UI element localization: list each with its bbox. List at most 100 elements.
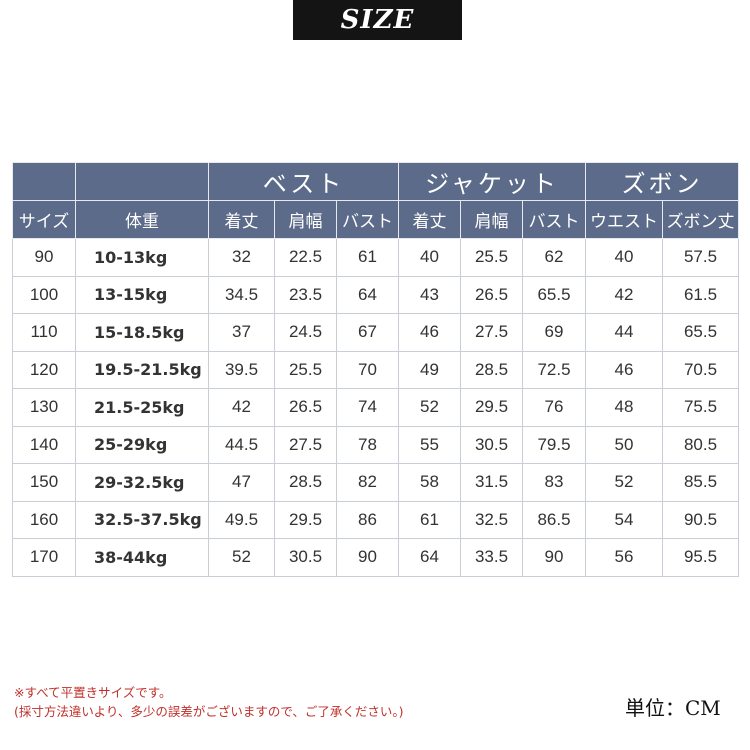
- table-cell: 24.5: [274, 313, 337, 352]
- table-cell: 27.5: [460, 313, 523, 352]
- table-cell: 29-32.5kg: [75, 463, 209, 502]
- table-cell: 28.5: [274, 463, 337, 502]
- table-cell: 160: [12, 500, 76, 539]
- table-cell: 110: [12, 313, 76, 352]
- table-cell: 44: [585, 313, 663, 352]
- table-cell: 27.5: [274, 425, 337, 464]
- table-cell: 39.5: [208, 350, 275, 389]
- column-header: サイズ: [12, 200, 76, 239]
- group-header-pants: ズボン: [585, 162, 739, 201]
- table-cell: 44.5: [208, 425, 275, 464]
- table-row: 90 10-13kg 32 22.5 61 40 25.5 62 40 57.5: [12, 238, 739, 277]
- table-cell: 34.5: [208, 275, 275, 314]
- table-cell: 47: [208, 463, 275, 502]
- table-cell: 90.5: [662, 500, 739, 539]
- table-cell: 61: [336, 238, 399, 277]
- footnote: ※すべて平置きサイズです。 (採寸方法違いより、多少の誤差がございますので、ご了…: [14, 683, 404, 721]
- table-cell: 40: [398, 238, 461, 277]
- table-cell: 83: [522, 463, 586, 502]
- column-header: 着丈: [398, 200, 461, 239]
- footnote-line: (採寸方法違いより、多少の誤差がございますので、ご了承ください。): [14, 704, 404, 719]
- table-cell: 90: [336, 538, 399, 577]
- table-cell: 150: [12, 463, 76, 502]
- table-cell: 25.5: [460, 238, 523, 277]
- table-cell: 10-13kg: [75, 238, 209, 277]
- table-cell: 33.5: [460, 538, 523, 577]
- table-cell: 64: [336, 275, 399, 314]
- table-cell: 46: [398, 313, 461, 352]
- table-cell: 52: [585, 463, 663, 502]
- column-header: 肩幅: [274, 200, 337, 239]
- group-header: [75, 162, 209, 201]
- table-cell: 21.5-25kg: [75, 388, 209, 427]
- table-cell: 70: [336, 350, 399, 389]
- table-row: 170 38-44kg 52 30.5 90 64 33.5 90 56 95.5: [12, 538, 739, 577]
- table-cell: 30.5: [460, 425, 523, 464]
- table-cell: 26.5: [460, 275, 523, 314]
- table-row: 150 29-32.5kg 47 28.5 82 58 31.5 83 52 85.5: [12, 463, 739, 502]
- group-header-row: ベスト ジャケット ズボン: [12, 162, 739, 201]
- table-cell: 90: [12, 238, 76, 277]
- table-cell: 85.5: [662, 463, 739, 502]
- column-header-row: サイズ 体重 着丈 肩幅 バスト 着丈 肩幅 バスト ウエスト ズボン丈: [12, 200, 739, 239]
- table-cell: 13-15kg: [75, 275, 209, 314]
- table-cell: 65.5: [522, 275, 586, 314]
- table-cell: 26.5: [274, 388, 337, 427]
- table-cell: 56: [585, 538, 663, 577]
- table-cell: 42: [585, 275, 663, 314]
- table-cell: 86: [336, 500, 399, 539]
- table-cell: 61: [398, 500, 461, 539]
- table-cell: 22.5: [274, 238, 337, 277]
- table-cell: 76: [522, 388, 586, 427]
- table-cell: 50: [585, 425, 663, 464]
- group-header-jacket: ジャケット: [398, 162, 586, 201]
- table-cell: 25.5: [274, 350, 337, 389]
- table-cell: 64: [398, 538, 461, 577]
- table-cell: 52: [398, 388, 461, 427]
- table-cell: 140: [12, 425, 76, 464]
- table-cell: 72.5: [522, 350, 586, 389]
- table-cell: 82: [336, 463, 399, 502]
- table-cell: 54: [585, 500, 663, 539]
- table-cell: 32.5: [460, 500, 523, 539]
- table-cell: 38-44kg: [75, 538, 209, 577]
- column-header: 着丈: [208, 200, 275, 239]
- table-cell: 86.5: [522, 500, 586, 539]
- size-banner: SIZE: [293, 0, 462, 40]
- table-cell: 61.5: [662, 275, 739, 314]
- table-cell: 46: [585, 350, 663, 389]
- table-cell: 80.5: [662, 425, 739, 464]
- table-cell: 130: [12, 388, 76, 427]
- table-cell: 29.5: [274, 500, 337, 539]
- table-cell: 79.5: [522, 425, 586, 464]
- table-cell: 95.5: [662, 538, 739, 577]
- table-cell: 120: [12, 350, 76, 389]
- table-cell: 49.5: [208, 500, 275, 539]
- table-cell: 49: [398, 350, 461, 389]
- group-header: [12, 162, 76, 201]
- table-cell: 30.5: [274, 538, 337, 577]
- unit-label: 単位：CM: [625, 696, 721, 720]
- table-cell: 170: [12, 538, 76, 577]
- table-row: 160 32.5-37.5kg 49.5 29.5 86 61 32.5 86.5 54 90.5: [12, 500, 739, 539]
- column-header: 体重: [75, 200, 209, 239]
- table-cell: 58: [398, 463, 461, 502]
- table-cell: 15-18.5kg: [75, 313, 209, 352]
- table-cell: 43: [398, 275, 461, 314]
- table-cell: 69: [522, 313, 586, 352]
- table-cell: 90: [522, 538, 586, 577]
- table-row: 100 13-15kg 34.5 23.5 64 43 26.5 65.5 42 61.5: [12, 275, 739, 314]
- table-cell: 75.5: [662, 388, 739, 427]
- table-cell: 25-29kg: [75, 425, 209, 464]
- table-cell: 78: [336, 425, 399, 464]
- table-cell: 32.5-37.5kg: [75, 500, 209, 539]
- table-row: 110 15-18.5kg 37 24.5 67 46 27.5 69 44 65.5: [12, 313, 739, 352]
- footnote-line: ※すべて平置きサイズです。: [14, 685, 172, 700]
- table-cell: 57.5: [662, 238, 739, 277]
- column-header: バスト: [336, 200, 399, 239]
- column-header: ウエスト: [585, 200, 663, 239]
- column-header: バスト: [522, 200, 586, 239]
- table-cell: 67: [336, 313, 399, 352]
- table-cell: 29.5: [460, 388, 523, 427]
- table-cell: 32: [208, 238, 275, 277]
